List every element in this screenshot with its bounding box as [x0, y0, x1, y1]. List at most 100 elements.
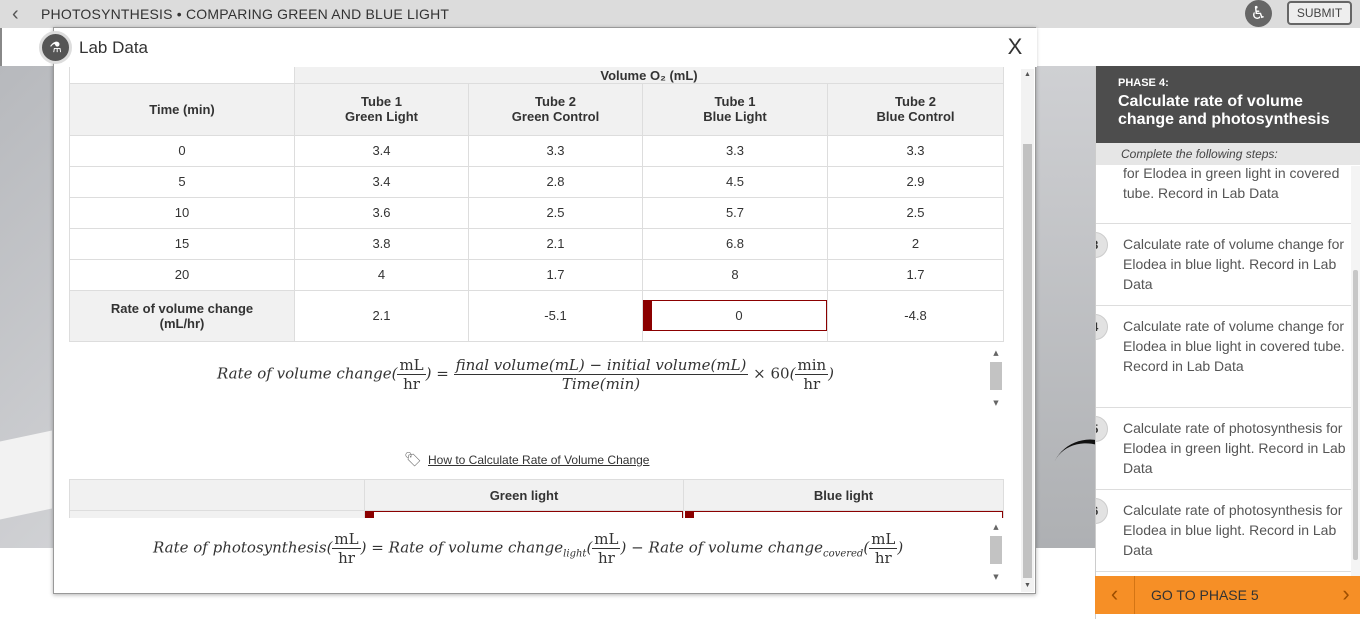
value-cell: 1.7: [827, 258, 1004, 291]
step-number: 6: [1096, 498, 1108, 524]
rate-cell: -5.1: [468, 289, 643, 342]
step-list-scrollbar[interactable]: [1351, 166, 1360, 576]
column-header-tube2-blue: Tube 2 Blue Control: [827, 82, 1004, 136]
step-number: 5: [1096, 416, 1108, 442]
accessibility-icon[interactable]: ♿: [1245, 0, 1272, 27]
step-text: for Elodea in green light in covered tub…: [1123, 165, 1340, 201]
go-to-phase-label: GO TO PHASE 5: [1151, 587, 1259, 603]
value-cell: 3.3: [827, 134, 1004, 167]
step-item: for Elodea in green light in covered tub…: [1096, 165, 1354, 224]
lab-shelf: [1035, 66, 1095, 548]
modal-body: Volume O₂ (mL) Time (min) Tube 1 Green Li…: [54, 67, 1020, 595]
value-cell: 3.3: [642, 134, 828, 167]
value-cell: 3.3: [468, 134, 643, 167]
column-header-green-light: Green light: [364, 479, 684, 511]
scene-top-strip: [1036, 34, 1096, 66]
flask-icon: ⚗: [39, 31, 72, 64]
rate-row: Rate of volume change (mL/hr) 2.1 -5.1 0 …: [69, 289, 1004, 342]
table-row: 15 3.8 2.1 6.8 2: [69, 227, 1004, 260]
table-corner: [69, 67, 295, 84]
modal-title: Lab Data: [79, 38, 148, 57]
step-text: Calculate rate of photosynthesis for Elo…: [1123, 420, 1346, 476]
go-to-phase-button[interactable]: ‹ GO TO PHASE 5 ›: [1095, 576, 1360, 614]
value-cell: 3.6: [294, 196, 469, 229]
lab-data-modal: ⚗ Lab Data X Volume O₂ (mL) Time (min) T…: [39, 27, 1037, 595]
value-cell: 2: [827, 227, 1004, 260]
phase-header: PHASE 4: Calculate rate of volume change…: [1096, 66, 1360, 143]
value-cell: 5.7: [642, 196, 828, 229]
rate-photosynthesis-formula: Rate of photosynthesis(mL hr) = Rate of v…: [69, 518, 1004, 584]
time-cell: 5: [69, 165, 295, 198]
column-header-tube2-green: Tube 2 Green Control: [468, 82, 643, 136]
value-cell: 6.8: [642, 227, 828, 260]
phase-label: PHASE 4:: [1118, 77, 1169, 89]
formula-expression: Rate of photosynthesis(mL hr) = Rate of v…: [153, 530, 904, 567]
rate-row-label: Rate of volume change (mL/hr): [69, 289, 295, 342]
how-to-calculate-link[interactable]: How to Calculate Rate of Volume Change: [428, 453, 650, 467]
column-header-blue-light: Blue light: [683, 479, 1004, 511]
modal-scrollbar[interactable]: ▲ ▼: [1021, 69, 1034, 592]
step-list: for Elodea in green light in covered tub…: [1096, 165, 1354, 575]
step-item: 4 Calculate rate of volume change for El…: [1096, 306, 1354, 408]
step-item: 6 Calculate rate of photosynthesis for E…: [1096, 490, 1354, 572]
time-cell: 0: [69, 134, 295, 167]
chevron-left-icon[interactable]: ‹: [12, 3, 19, 25]
scroll-up-arrow[interactable]: ▲: [1024, 71, 1031, 78]
phase-panel: PHASE 4: Calculate rate of volume change…: [1095, 66, 1360, 619]
value-cell: 8: [642, 258, 828, 291]
rate-cell: -4.8: [827, 289, 1004, 342]
table-row: 5 3.4 2.8 4.5 2.9: [69, 165, 1004, 198]
value-cell: 3.4: [294, 134, 469, 167]
value-cell: 3.8: [294, 227, 469, 260]
step-text: Calculate rate of volume change for Elod…: [1123, 236, 1345, 292]
value-cell: 2.9: [827, 165, 1004, 198]
submit-button[interactable]: SUBMIT: [1287, 1, 1352, 25]
value-cell: 3.4: [294, 165, 469, 198]
value-cell: 4.5: [642, 165, 828, 198]
rate-volume-formula: Rate of volume change(mL hr) = final volu…: [69, 344, 1004, 410]
value-cell: 2.5: [468, 196, 643, 229]
scrollbar-thumb[interactable]: [1023, 144, 1032, 578]
step-item: 3 Calculate rate of volume change for El…: [1096, 224, 1354, 306]
volume-table: Volume O₂ (mL) Time (min) Tube 1 Green Li…: [69, 67, 1004, 342]
time-cell: 15: [69, 227, 295, 260]
time-cell: 20: [69, 258, 295, 291]
column-header-tube1-blue: Tube 1 Blue Light: [642, 82, 828, 136]
phase-subtitle: Complete the following steps:: [1096, 143, 1360, 165]
column-header-time: Time (min): [69, 82, 295, 136]
volume-group-header: Volume O₂ (mL): [294, 67, 1004, 84]
chevron-left-icon[interactable]: ‹: [1095, 576, 1135, 614]
lab-box: [0, 430, 52, 520]
time-cell: 10: [69, 196, 295, 229]
value-cell: 4: [294, 258, 469, 291]
chevron-right-icon[interactable]: ›: [1342, 581, 1350, 606]
tag-icon: 🏷: [404, 451, 422, 467]
table-row: 20 4 1.7 8 1.7: [69, 258, 1004, 291]
modal-header: ⚗ Lab Data X: [39, 28, 1037, 67]
formula-scrollbar[interactable]: ▲ ▼: [989, 522, 1003, 582]
step-number: 4: [1096, 314, 1108, 340]
rate-cell: 0: [642, 289, 828, 342]
table-row: 10 3.6 2.5 5.7 2.5: [69, 196, 1004, 229]
rate-blue-light-input[interactable]: 0: [643, 300, 827, 331]
scroll-down-arrow[interactable]: ▼: [1024, 582, 1031, 589]
step-number: 3: [1096, 232, 1108, 258]
formula-scrollbar[interactable]: ▲ ▼: [989, 348, 1003, 408]
value-cell: 1.7: [468, 258, 643, 291]
formula-expression: Rate of volume change(mL hr) = final volu…: [217, 356, 835, 393]
step-text: Calculate rate of photosynthesis for Elo…: [1123, 502, 1343, 558]
phase-title: Calculate rate of volume change and phot…: [1118, 93, 1330, 128]
close-button[interactable]: X: [1007, 34, 1023, 59]
column-header-blank: [69, 479, 365, 511]
step-text: Calculate rate of volume change for Elod…: [1123, 318, 1345, 374]
activity-title: PHOTOSYNTHESIS • COMPARING GREEN AND BLU…: [41, 6, 450, 22]
rate-cell: 2.1: [294, 289, 469, 342]
value-cell: 2.5: [827, 196, 1004, 229]
value-cell: 2.8: [468, 165, 643, 198]
table-row: 0 3.4 3.3 3.3 3.3: [69, 134, 1004, 167]
value-cell: 2.1: [468, 227, 643, 260]
column-header-tube1-green: Tube 1 Green Light: [294, 82, 469, 136]
how-to-link-row: 🏷 How to Calculate Rate of Volume Change: [404, 451, 649, 468]
top-bar: ‹ PHOTOSYNTHESIS • COMPARING GREEN AND B…: [0, 0, 1360, 28]
scrollbar-thumb[interactable]: [1353, 270, 1358, 560]
